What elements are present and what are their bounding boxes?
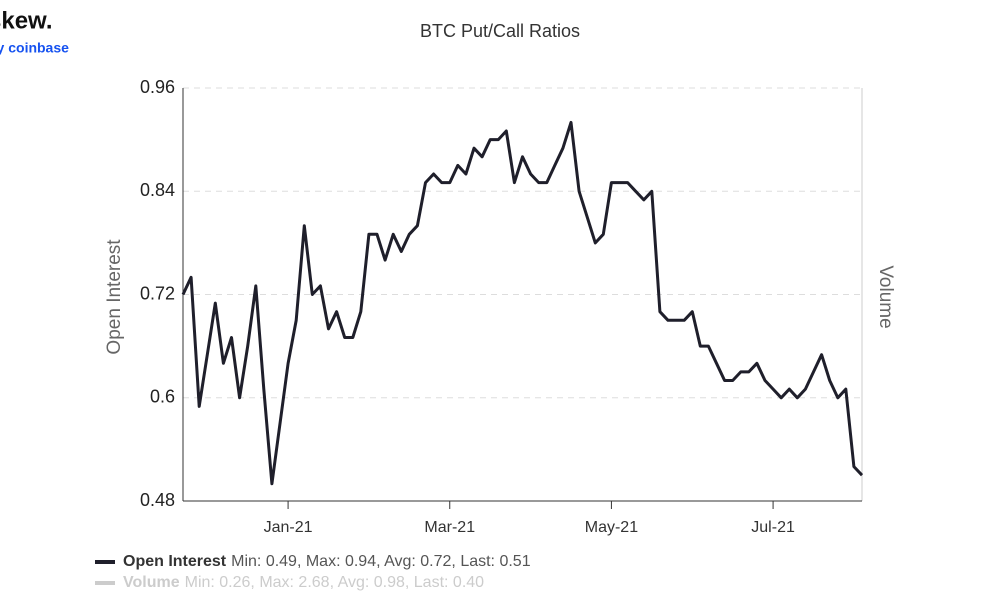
legend-name: Open Interest: [123, 553, 227, 570]
y-tick-label: 0.72: [140, 283, 175, 303]
chart-title: BTC Put/Call Ratios: [420, 21, 580, 41]
x-tick-label: Jul-21: [751, 519, 795, 536]
x-tick-label: May-21: [585, 519, 638, 536]
logo: skew.: [0, 7, 53, 34]
legend-name: Volume: [123, 574, 180, 591]
y-tick-label: 0.96: [140, 77, 175, 97]
legend-stats: Min: 0.49, Max: 0.94, Avg: 0.72, Last: 0…: [231, 553, 531, 570]
legend-stats: Min: 0.26, Max: 2.68, Avg: 0.98, Last: 0…: [185, 574, 485, 591]
y2-axis-label: Volume: [875, 265, 896, 328]
x-tick-label: Jan-21: [264, 519, 313, 536]
y-axis-label: Open Interest: [104, 239, 125, 355]
legend-entry: Open Interest Min: 0.49, Max: 0.94, Avg: …: [123, 553, 531, 570]
legend-entry: Volume Min: 0.26, Max: 2.68, Avg: 0.98, L…: [123, 574, 484, 591]
y-tick-label: 0.48: [140, 490, 175, 510]
x-tick-label: Mar-21: [424, 519, 475, 536]
y-tick-label: 0.6: [150, 387, 175, 407]
y-tick-label: 0.84: [140, 180, 175, 200]
logo-sub: by coinbase: [0, 40, 69, 56]
data-line: [181, 120, 864, 486]
